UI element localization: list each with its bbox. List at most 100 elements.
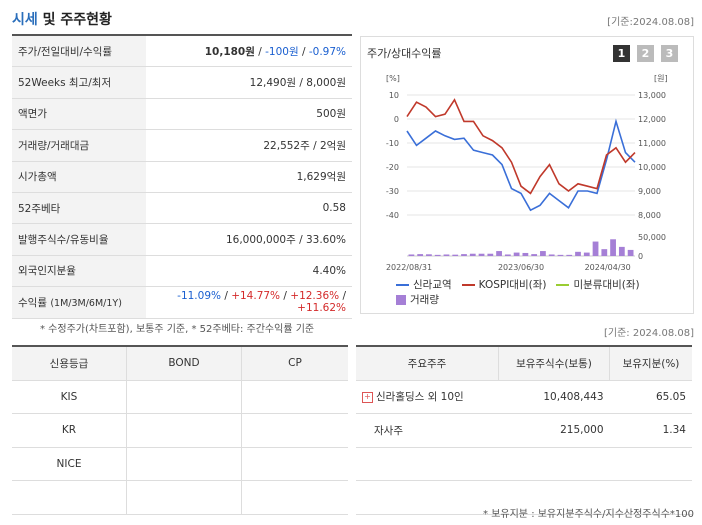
expand-plus-icon[interactable]: + (362, 391, 373, 403)
volume-bar (434, 254, 441, 256)
major-shareholders-table: 주요주주 보유주식수(보통) 보유지분(%) + 신라홀딩스 외 10인 10,4… (356, 344, 692, 515)
volume-bar (408, 254, 415, 256)
volume-bar (566, 254, 573, 256)
volume-label: 거래량/거래대금 (12, 129, 146, 162)
section-title-main: 시세 (12, 12, 38, 28)
table-header-row: 신용등급 BOND CP (12, 344, 348, 381)
volume-bar (583, 252, 590, 256)
volume-bar (592, 241, 599, 256)
credit-agency: KR (12, 413, 127, 448)
price-value: 10,180원 / -100원 / -0.97% (146, 36, 352, 68)
section-title: 시세 및 주주현황 (12, 9, 112, 29)
table-row: + 신라홀딩스 외 10인 10,408,443 65.05 (356, 380, 692, 415)
par-value: 500원 (146, 98, 352, 131)
bond-cell (126, 480, 242, 515)
credit-agency: KIS (12, 379, 127, 415)
volume-bar (531, 254, 538, 256)
table-header-row: 주요주주 보유주식수(보통) 보유지분(%) (356, 344, 692, 381)
volume-bar (575, 251, 581, 256)
reference-date: [기준:2024.08.08] (607, 17, 694, 28)
volume-bar (452, 254, 459, 256)
footnote: * 수정주가(차트포함), 보통주 기준, * 52주베타: 주간수익률 기준 (40, 324, 315, 335)
right-tick-label: 13,000 (638, 91, 666, 100)
table-row: KIS (12, 379, 348, 415)
table-row (356, 480, 692, 515)
volume-tick-label: 50,000 (638, 233, 666, 242)
series-line-1 (406, 118, 636, 212)
right-unit: [원] (654, 74, 668, 83)
return-label: 수익률 (1M/3M/6M/1Y) (12, 286, 146, 319)
par-label: 액면가 (12, 98, 146, 131)
legend-item-series3: 미분류대비(좌) (556, 277, 640, 292)
credit-agency: NICE (12, 446, 127, 482)
volume-tick-label: 0 (638, 252, 643, 261)
left-unit: [%] (386, 74, 400, 83)
right-tick-label: 11,000 (638, 139, 666, 148)
table-row (12, 480, 348, 515)
chart-legend-2: 거래량 (396, 292, 449, 307)
beta-label: 52주베타 (12, 192, 146, 225)
reference-date-2: [기준: 2024.08.08] (603, 328, 694, 339)
price-stats-table: 주가/전일대비/수익률 10,180원 / -100원 / -0.97% 52W… (12, 36, 352, 319)
table-row (356, 447, 692, 482)
bond-cell (126, 446, 242, 482)
chart-page-2-button[interactable]: 2 (637, 45, 654, 62)
left-tick-label: -20 (386, 163, 399, 172)
credit-header-bond: BOND (126, 344, 242, 381)
left-tick-label: -30 (386, 187, 399, 196)
volume-bar (548, 254, 555, 256)
holder-pct: 1.34 (609, 413, 692, 448)
table-row: 주가/전일대비/수익률 10,180원 / -100원 / -0.97% (12, 36, 352, 68)
shares-value: 16,000,000주 / 33.60% (146, 223, 352, 256)
shares-label: 발행주식수/유동비율 (12, 223, 146, 256)
table-row: 52주베타 0.58 (12, 192, 352, 225)
right-tick-label: 12,000 (638, 115, 666, 124)
volume-bar (601, 249, 608, 256)
volume-bar (540, 251, 546, 256)
volume-bar (627, 249, 634, 256)
credit-header-rating: 신용등급 (12, 344, 127, 381)
weeks52-value: 12,490원 / 8,000원 (146, 66, 352, 99)
volume-bar (610, 239, 616, 256)
table-row: NICE (12, 446, 348, 482)
left-tick-label: 10 (389, 91, 399, 100)
chart-page-1-button[interactable]: 1 (613, 45, 630, 62)
foreign-value: 4.40% (146, 255, 352, 288)
right-tick-label: 8,000 (638, 211, 661, 220)
cp-cell (241, 446, 348, 482)
left-tick-label: -10 (386, 139, 399, 148)
legend-item-volume: 거래량 (396, 292, 439, 307)
legend-item-series2: KOSPI대비(좌) (461, 277, 546, 292)
holder-name[interactable]: + 신라홀딩스 외 10인 (356, 380, 499, 415)
chart-title: 주가/상대수익률 (367, 47, 442, 60)
divider (12, 34, 352, 36)
table-row: 수익률 (1M/3M/6M/1Y) -11.09% / +14.77% / +1… (12, 286, 352, 319)
volume-bar (461, 254, 467, 256)
table-row: 거래량/거래대금 22,552주 / 2억원 (12, 129, 352, 162)
beta-value: 0.58 (146, 192, 352, 225)
right-tick-label: 9,000 (638, 187, 661, 196)
holder-shares: 10,408,443 (498, 380, 610, 415)
volume-bar (417, 254, 424, 256)
volume-bar (443, 254, 450, 256)
cp-cell (241, 480, 348, 515)
table-row: 액면가 500원 (12, 98, 352, 131)
mcap-value: 1,629억원 (146, 161, 352, 193)
cp-cell (241, 379, 348, 415)
holder-pct: 65.05 (609, 380, 692, 415)
credit-agency (12, 480, 127, 515)
credit-header-cp: CP (241, 344, 348, 381)
volume-bar (504, 254, 511, 256)
left-tick-label: -40 (386, 211, 399, 220)
table-row: 시가총액 1,629억원 (12, 161, 352, 193)
table-row: KR (12, 413, 348, 448)
series-line-2 (406, 98, 636, 195)
table-row: 외국인지분율 4.40% (12, 255, 352, 288)
volume-bar (557, 254, 564, 256)
cp-cell (241, 413, 348, 448)
foreign-label: 외국인지분율 (12, 255, 146, 288)
holders-header-shares: 보유주식수(보통) (498, 344, 610, 381)
holder-shares: 215,000 (498, 413, 610, 448)
volume-bar (478, 253, 485, 256)
chart-page-3-button[interactable]: 3 (661, 45, 678, 62)
